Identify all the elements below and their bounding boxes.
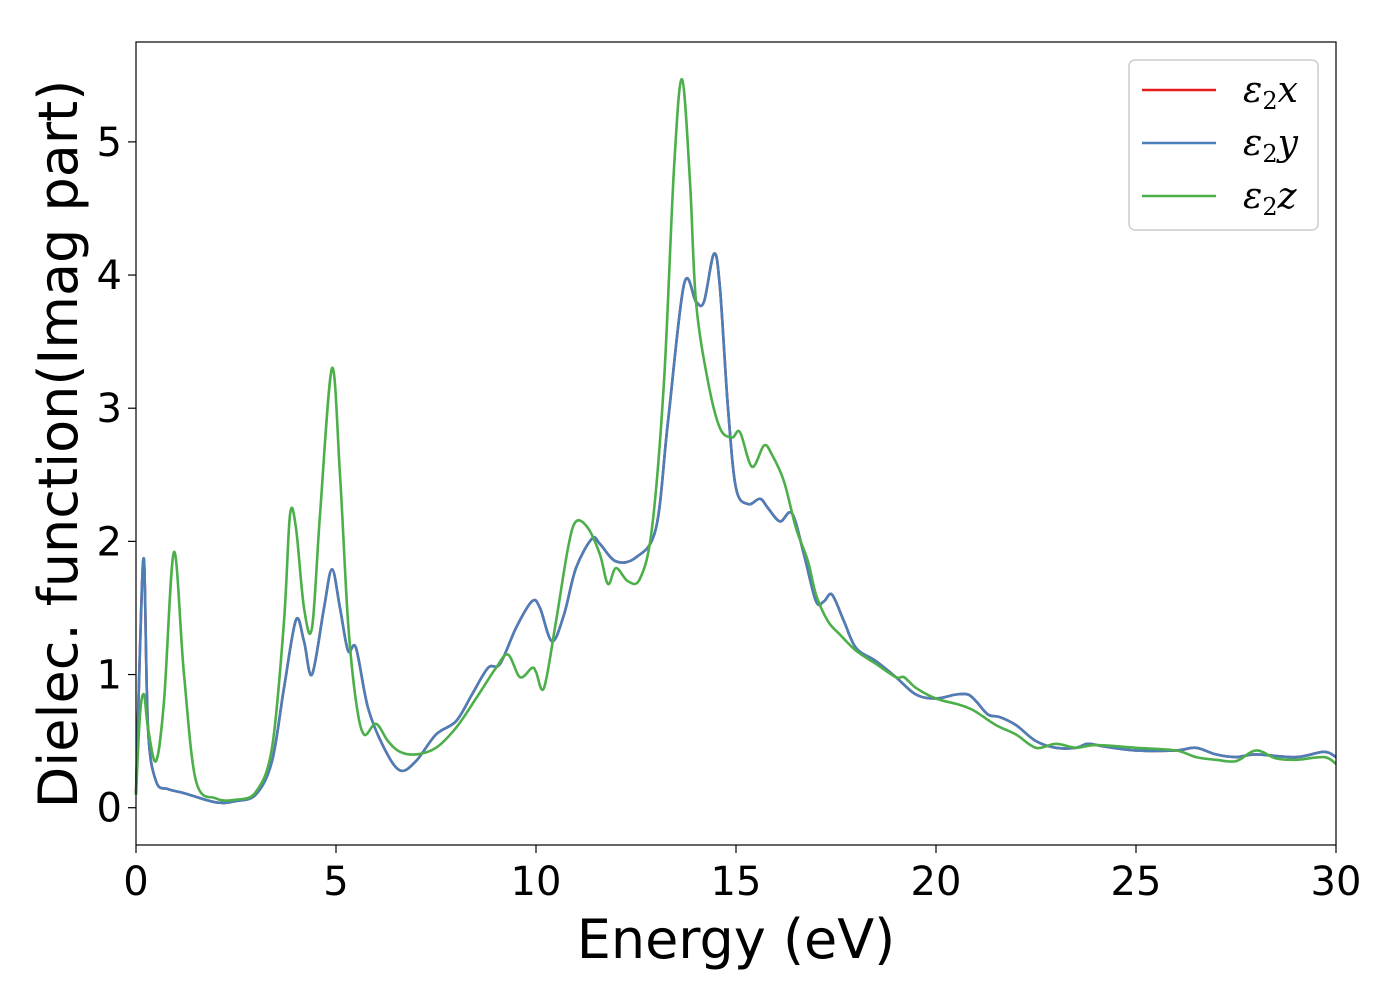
series-line-z [134, 77, 1337, 802]
x-tick-label: 10 [511, 859, 562, 905]
series-layer [134, 77, 1337, 805]
y-tick-label: 2 [97, 519, 122, 565]
y-tick-label: 1 [97, 653, 122, 699]
legend-box [1128, 59, 1319, 231]
x-tick-label: 0 [123, 859, 148, 905]
x-tick-label: 20 [911, 859, 962, 905]
series-line-y [134, 252, 1337, 805]
legend-label-z: ε2z [1243, 176, 1298, 221]
legend-label-x: ε2x [1243, 70, 1298, 115]
x-tick-label: 15 [711, 859, 762, 905]
x-axis-title: Energy (eV) [577, 908, 896, 971]
y-tick-label: 3 [97, 386, 122, 432]
x-axis: 0 5 10 15 20 25 30 [123, 845, 1361, 905]
y-axis: 0 1 2 3 4 5 [97, 120, 136, 832]
x-tick-label: 5 [323, 859, 348, 905]
x-tick-label: 25 [1111, 859, 1162, 905]
y-tick-label: 4 [97, 253, 122, 299]
legend: ε2x ε2y ε2z [1128, 59, 1319, 231]
x-tick-label: 30 [1311, 859, 1362, 905]
y-tick-label: 0 [97, 786, 122, 832]
legend-label-y: ε2y [1243, 123, 1299, 168]
y-axis-title: Dielec. function(Imag part) [27, 80, 90, 809]
y-tick-label: 5 [97, 120, 122, 166]
